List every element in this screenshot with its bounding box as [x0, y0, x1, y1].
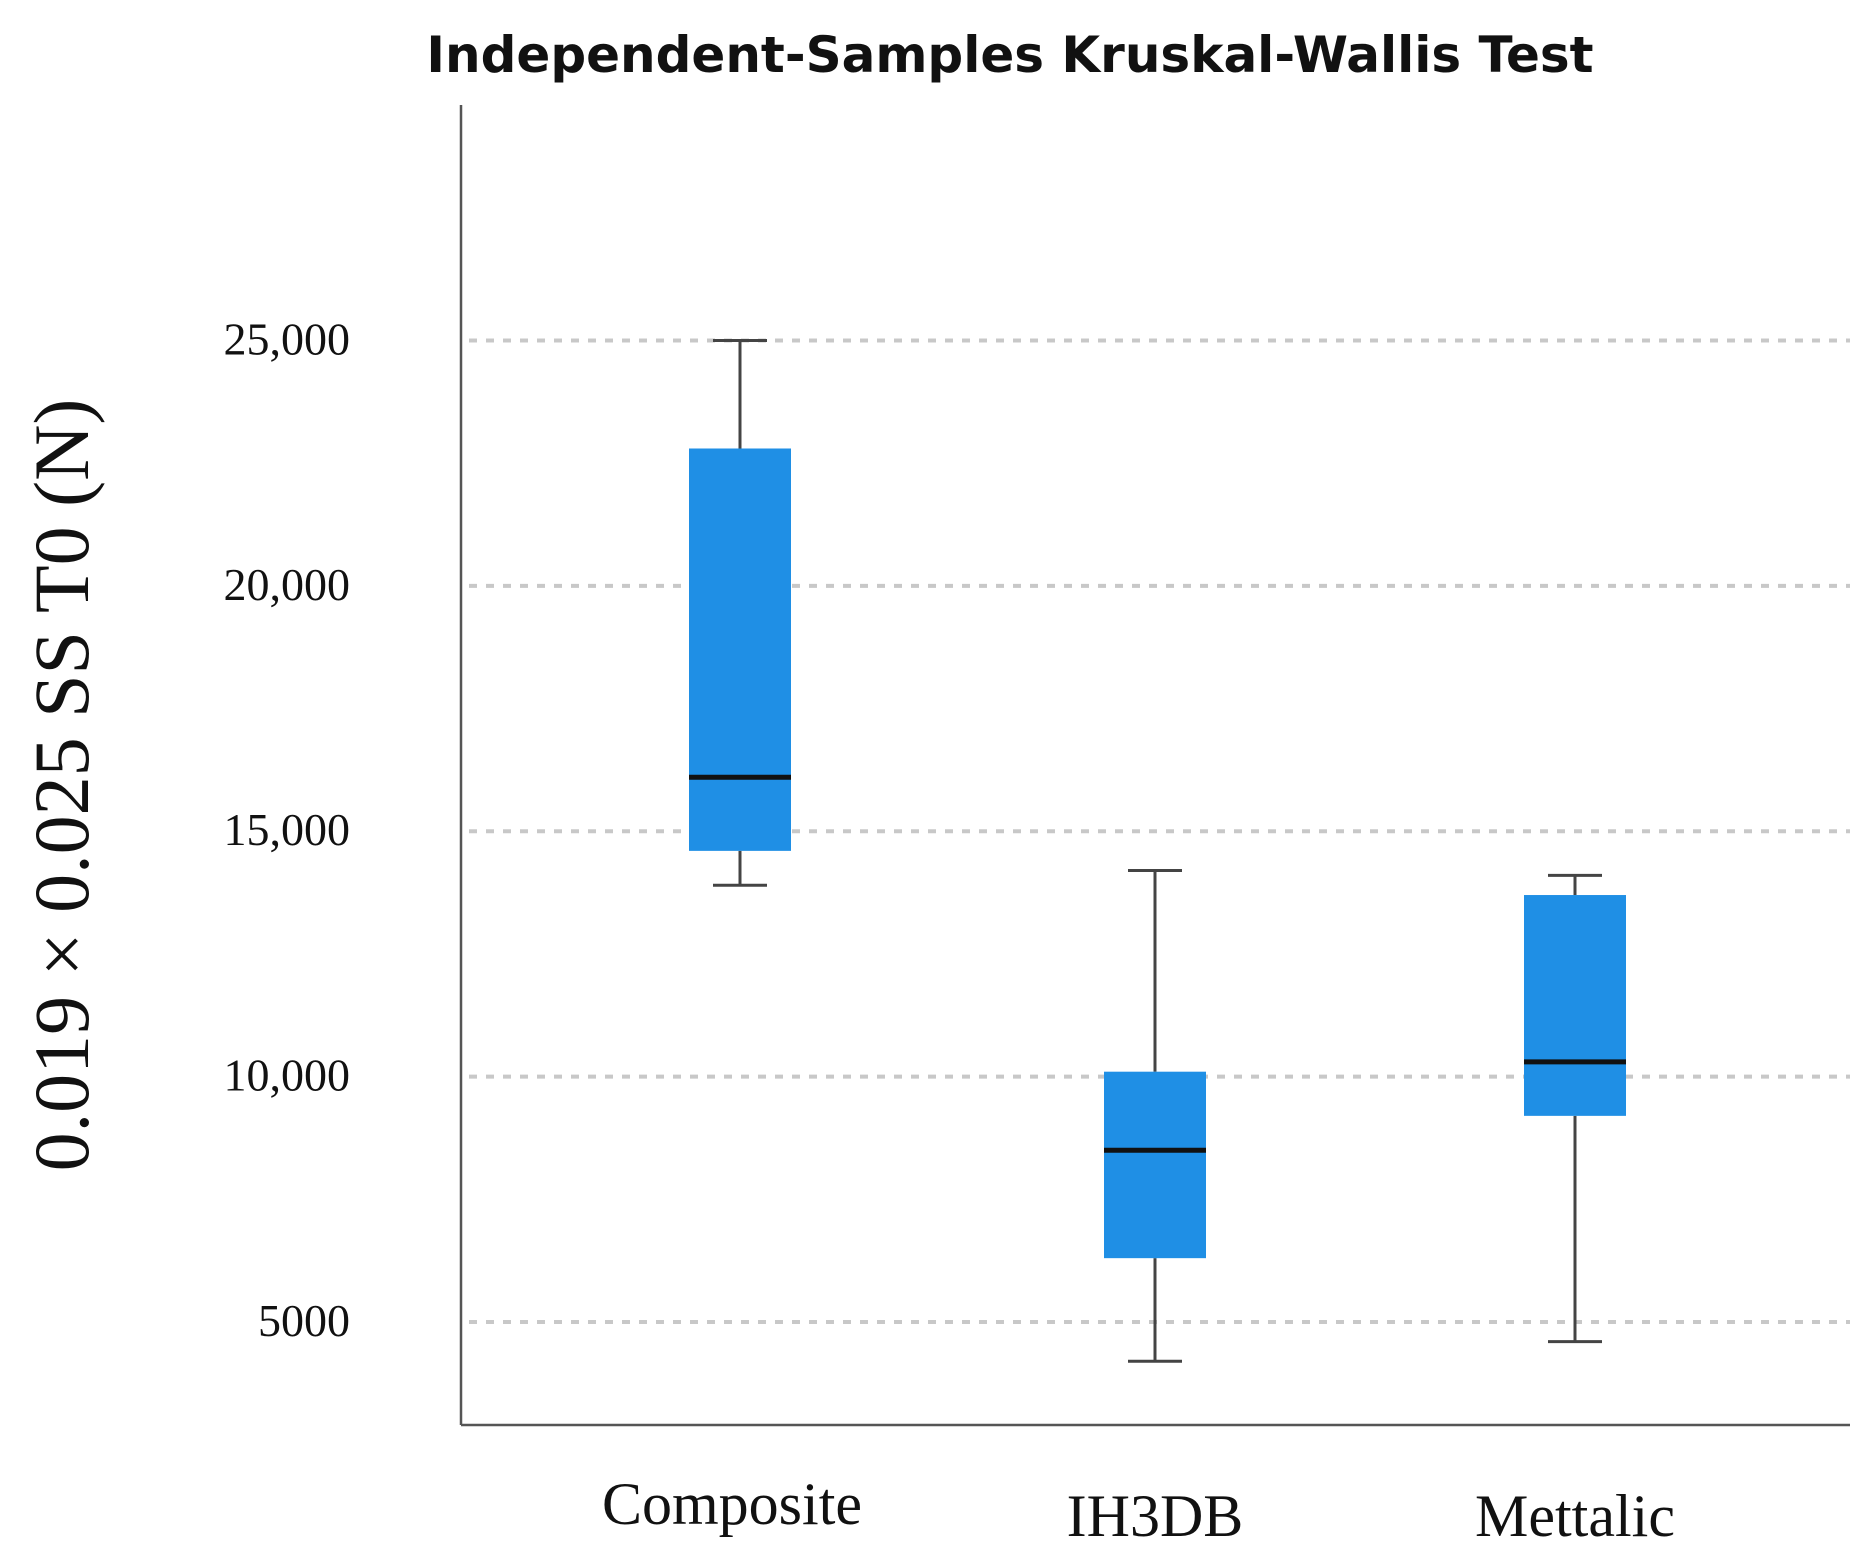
- x-tick-labels: Composite IH3DB Mettalic: [602, 1471, 1675, 1549]
- boxes: [689, 339, 1626, 1363]
- box-group-composite: [689, 339, 791, 887]
- y-tick-labels: 5000 10,000 15,000 20,000 25,000: [224, 314, 351, 1346]
- box-group-ih3db: [1104, 869, 1206, 1363]
- y-tick-label: 10,000: [224, 1050, 351, 1101]
- y-tick-label: 25,000: [224, 314, 351, 365]
- y-axis-label: 0.019 × 0.025 SS T0 (N): [18, 399, 105, 1172]
- chart-title: Independent-Samples Kruskal-Wallis Test: [426, 26, 1593, 84]
- box-group-mettalic: [1524, 873, 1626, 1344]
- x-tick-label: Composite: [602, 1471, 862, 1537]
- y-tick-label: 20,000: [224, 559, 351, 610]
- iqr-box: [689, 448, 791, 851]
- iqr-box: [1524, 895, 1626, 1116]
- x-tick-label: Mettalic: [1475, 1483, 1675, 1549]
- iqr-box: [1104, 1071, 1206, 1259]
- y-tick-label: 5000: [258, 1295, 350, 1346]
- x-tick-label: IH3DB: [1067, 1483, 1244, 1549]
- y-tick-label: 15,000: [224, 804, 351, 855]
